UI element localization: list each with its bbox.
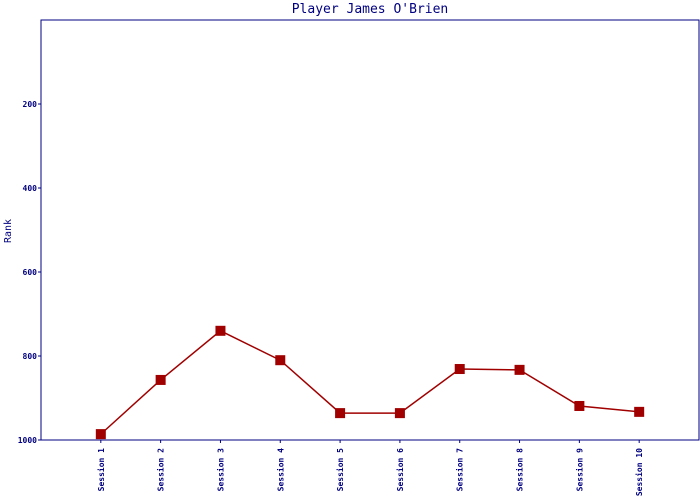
marker	[275, 355, 286, 366]
marker	[155, 374, 166, 385]
y-axis-label: Rank	[3, 219, 14, 243]
x-tick-label: Session 5	[335, 448, 345, 492]
marker	[95, 429, 106, 440]
x-tick-label: Session 9	[574, 448, 584, 492]
y-tick-label: 400	[23, 184, 38, 193]
x-tick-label: Session 1	[96, 448, 106, 492]
y-tick-label: 600	[23, 268, 38, 277]
x-tick-label: Session 6	[395, 448, 405, 492]
chart-title: Player James O'Brien	[292, 2, 449, 17]
x-tick-label: Session 3	[215, 448, 225, 492]
marker	[634, 406, 645, 417]
x-tick-label: Session 7	[455, 448, 465, 492]
y-tick-label: 800	[23, 352, 38, 361]
y-tick-label: 1000	[18, 436, 37, 445]
line	[100, 329, 640, 435]
marker	[574, 400, 585, 411]
x-tick-label: Session 8	[515, 448, 525, 492]
marker	[454, 364, 465, 375]
marker	[514, 364, 525, 375]
y-tick-label: 200	[23, 100, 38, 109]
marker	[215, 325, 226, 336]
x-tick-label: Session 4	[275, 448, 285, 492]
x-tick-label: Session 2	[156, 448, 166, 492]
x-tick-label: Session 10	[634, 448, 644, 496]
plot-frame	[40, 19, 700, 441]
marker	[335, 408, 346, 419]
marker	[394, 408, 405, 419]
